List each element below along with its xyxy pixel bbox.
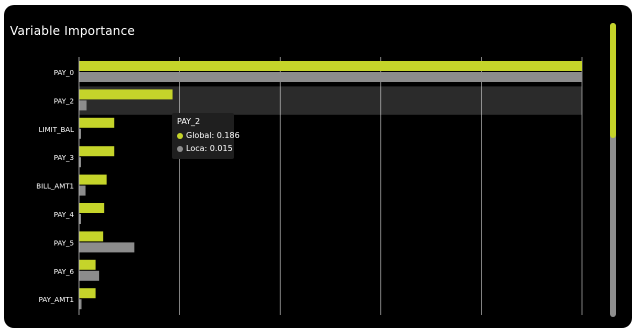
bar-local-pay_5 (79, 242, 135, 253)
bar-global-bill_amt1 (79, 174, 107, 185)
bar-global-pay_0 (79, 61, 582, 71)
y-tick-label: PAY_2 (54, 97, 74, 105)
y-tick-label: PAY_3 (54, 154, 74, 162)
scrollbar-thumb[interactable] (610, 23, 616, 138)
chart-tooltip: PAY_2 Global: 0.186 Loca: 0.015 (172, 113, 240, 159)
bar-local-pay_2 (79, 100, 87, 111)
chart-panel: Variable Importance PAY_0 PAY_2 LIMIT_BAL P… (4, 5, 632, 328)
tooltip-title: PAY_2 (177, 117, 201, 126)
y-tick-label: PAY_AMT1 (39, 296, 74, 304)
chart-title: Variable Importance (10, 24, 135, 38)
y-tick-label: PAY_4 (54, 211, 75, 219)
bar-global-pay_3 (79, 146, 115, 157)
bar-global-pay_amt1 (79, 288, 96, 299)
bar-global-pay_2 (79, 89, 173, 100)
global-dot-icon (177, 132, 183, 139)
y-tick-label: LIMIT_BAL (39, 126, 74, 134)
bar-local-pay_3 (79, 157, 81, 168)
y-tick-label: PAY_0 (54, 69, 74, 77)
tooltip-local-value: Loca: 0.015 (186, 144, 233, 153)
bar-local-pay_amt1 (79, 299, 82, 310)
bar-local-pay_6 (79, 270, 100, 281)
scrollbar[interactable] (610, 23, 616, 317)
bar-global-limit_bal (79, 117, 115, 128)
local-dot-icon (177, 145, 183, 152)
tooltip-global-value: Global: 0.186 (186, 131, 240, 140)
y-tick-label: PAY_6 (54, 268, 75, 276)
tooltip-local-row: Loca: 0.015 (177, 144, 233, 153)
bar-local-bill_amt1 (79, 185, 86, 196)
y-tick-label: PAY_5 (54, 239, 74, 247)
y-tick-label: BILL_AMT1 (36, 183, 74, 191)
bar-local-pay_4 (79, 214, 81, 224)
bar-chart: PAY_0 PAY_2 LIMIT_BAL PAY_3 BILL_AMT1 PAY_4 PA… (36, 57, 583, 315)
bar-local-pay_0 (79, 72, 582, 82)
bar-global-pay_4 (79, 203, 105, 213)
bar-local-limit_bal (79, 128, 81, 139)
bar-global-pay_5 (79, 231, 104, 242)
bar-global-pay_6 (79, 259, 96, 270)
tooltip-global-row: Global: 0.186 (177, 131, 240, 140)
